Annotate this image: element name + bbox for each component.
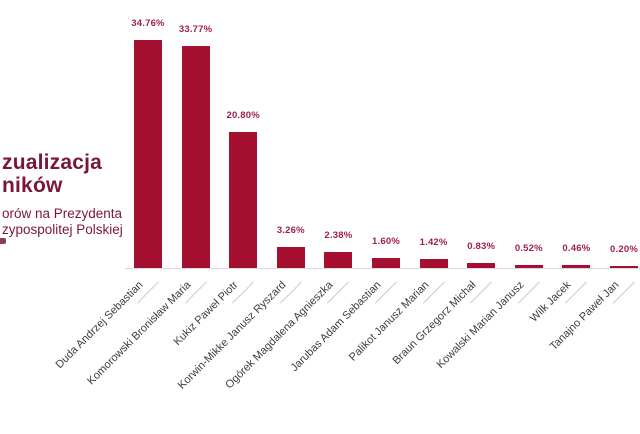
bar-value-label: 0.20%	[610, 244, 638, 255]
bar-value-label: 34.76%	[131, 17, 165, 29]
bar-value-label: 3.26%	[276, 224, 305, 236]
bar[interactable]	[419, 258, 448, 268]
x-axis-category-label: Tanajno Paweł Jan	[547, 279, 622, 353]
bar-value-label: 1.42%	[419, 236, 448, 248]
chart-title-block: zualizacja ników orów na Prezydenta zypo…	[2, 151, 123, 238]
bar-value-label: 0.83%	[467, 240, 496, 252]
bar[interactable]	[562, 264, 591, 268]
bar[interactable]	[276, 246, 305, 268]
bar-value-label: 1.60%	[372, 235, 400, 247]
bar-value-label: 33.77%	[178, 24, 213, 36]
bar[interactable]	[181, 46, 210, 268]
bar[interactable]	[134, 39, 162, 268]
bar[interactable]	[324, 252, 353, 268]
bar[interactable]	[467, 262, 496, 268]
bar-value-label: 0.52%	[514, 242, 543, 254]
x-axis-line	[125, 268, 640, 269]
chart-title-line-1: zualizacja	[2, 151, 103, 174]
bar[interactable]	[372, 257, 400, 268]
chart-subtitle-line-1: orów na Prezydenta	[2, 206, 123, 221]
cutoff-text-fragment	[0, 238, 6, 244]
chart-subtitle-line-2: zypospolitej Polskiej	[2, 222, 123, 237]
bar-value-label: 20.80%	[226, 109, 260, 121]
bar[interactable]	[229, 131, 258, 268]
bar[interactable]	[514, 264, 543, 268]
bar[interactable]	[610, 266, 638, 268]
chart-title-line-2: ników	[2, 174, 63, 197]
chart-subtitle: orów na Prezydenta zypospolitej Polskiej	[2, 206, 123, 238]
bar-value-label: 2.38%	[324, 230, 353, 242]
bar-value-label: 0.46%	[562, 242, 591, 254]
